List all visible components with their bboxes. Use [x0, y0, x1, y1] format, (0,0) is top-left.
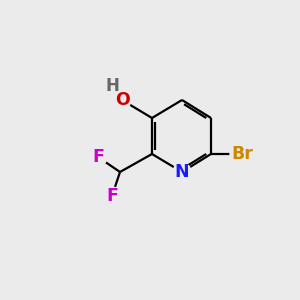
Text: O: O — [115, 91, 129, 109]
Circle shape — [173, 163, 191, 181]
Text: H: H — [105, 77, 119, 95]
Circle shape — [89, 148, 107, 166]
Circle shape — [113, 91, 131, 109]
Circle shape — [230, 142, 254, 166]
Text: F: F — [106, 187, 118, 205]
Text: F: F — [92, 148, 104, 166]
Text: Br: Br — [231, 145, 253, 163]
Text: N: N — [175, 163, 189, 181]
Circle shape — [103, 187, 121, 205]
